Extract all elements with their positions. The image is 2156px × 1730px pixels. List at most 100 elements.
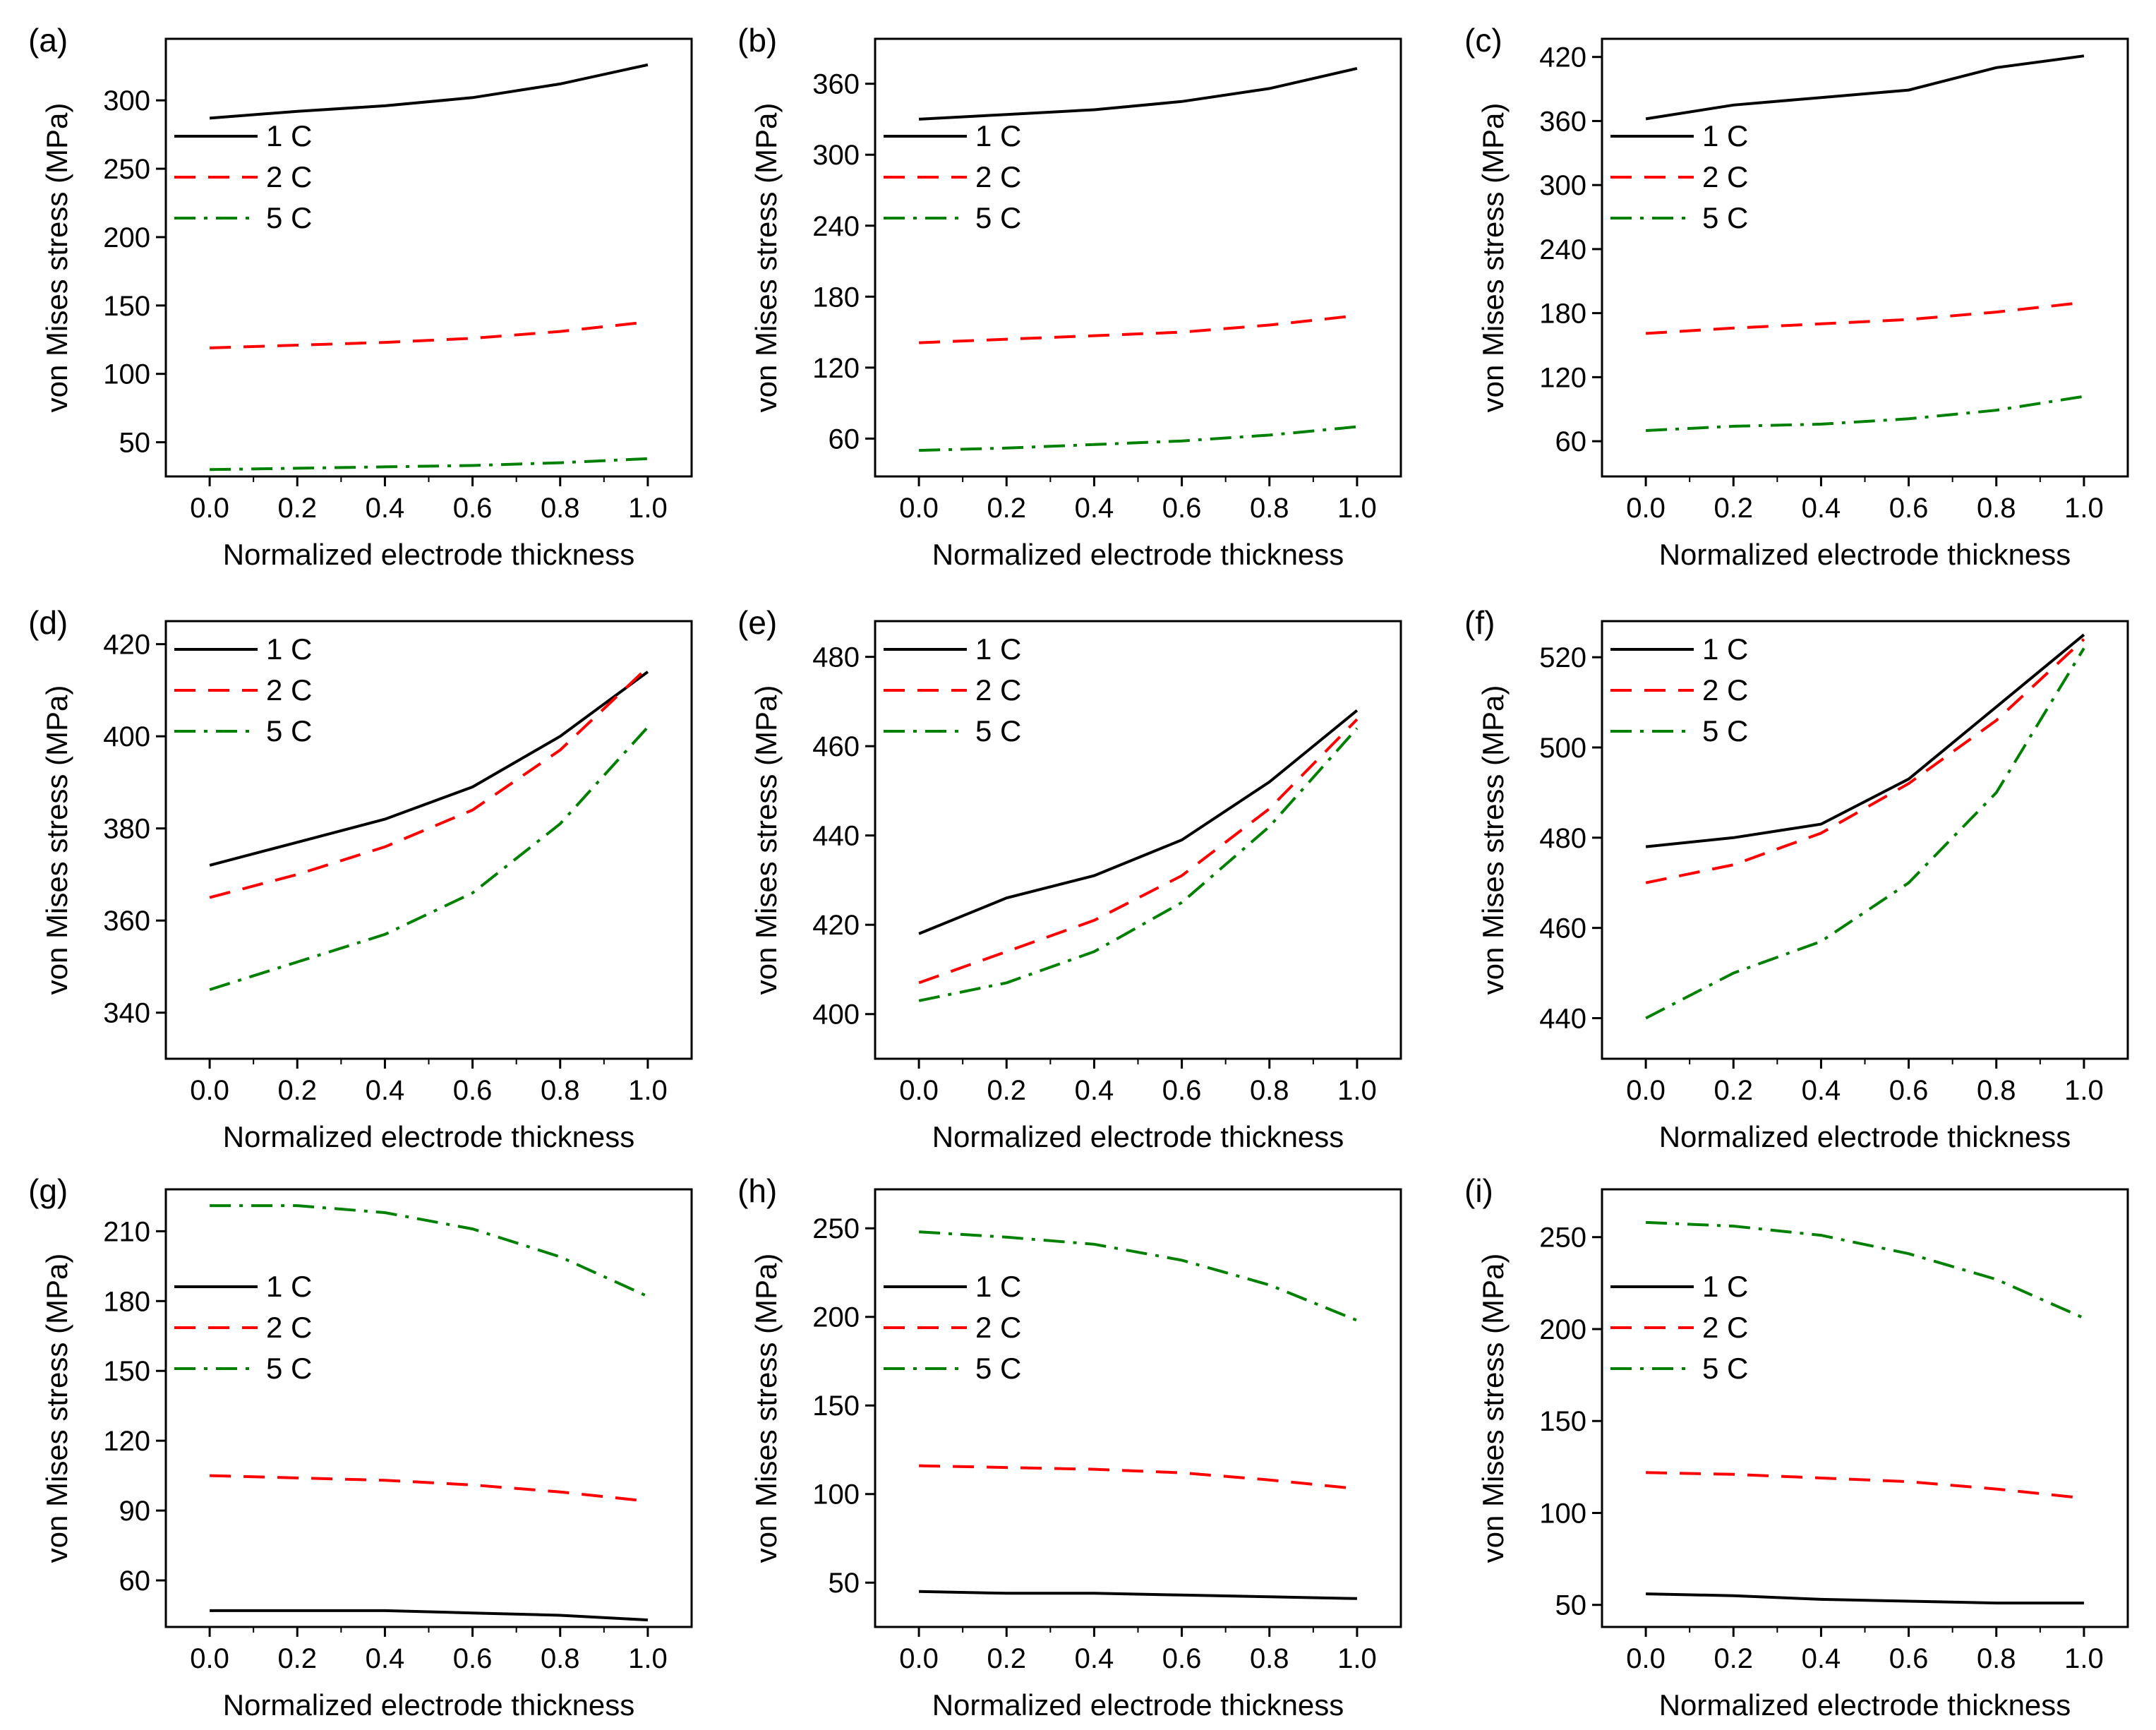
y-tick-label: 50 [119, 428, 151, 459]
series-line-1c [918, 709, 1359, 935]
y-axis-label: von Mises stress (MPa) [40, 1254, 73, 1563]
legend-label: 1 C [266, 632, 312, 666]
x-tick-label: 1.0 [2064, 493, 2104, 524]
y-axis-label: von Mises stress (MPa) [749, 685, 783, 995]
y-tick-label: 360 [812, 69, 860, 100]
panel-label: (h) [737, 1172, 777, 1209]
x-axis-label: Normalized electrode thickness [223, 538, 635, 571]
legend-label: 2 C [1702, 673, 1748, 707]
y-tick-label: 180 [1539, 299, 1586, 330]
series-line-5c [1646, 395, 2085, 432]
x-tick-label: 0.8 [541, 1643, 580, 1674]
y-tick-label: 150 [103, 291, 150, 322]
x-tick-label: 0.6 [1162, 1075, 1202, 1106]
legend-label: 1 C [975, 632, 1021, 666]
x-tick-label: 0.4 [1802, 1643, 1841, 1674]
x-tick-label: 1.0 [1337, 1643, 1377, 1674]
series-line-5c [210, 1204, 649, 1298]
x-tick-label: 1.0 [2064, 1643, 2104, 1674]
x-tick-label: 0.0 [1626, 1075, 1666, 1106]
x-tick-label: 0.6 [453, 493, 493, 524]
y-tick-label: 210 [103, 1216, 150, 1247]
y-tick-label: 480 [1539, 823, 1586, 854]
x-axis-label: Normalized electrode thickness [932, 1688, 1344, 1722]
x-tick-label: 0.2 [987, 1075, 1026, 1106]
legend-label: 5 C [266, 714, 312, 747]
y-tick-label: 420 [103, 630, 150, 661]
x-tick-label: 0.0 [190, 493, 229, 524]
x-tick-label: 0.0 [190, 1075, 229, 1106]
x-tick-label: 0.4 [1075, 1075, 1114, 1106]
series-line-2c [209, 666, 649, 899]
x-tick-label: 0.4 [1802, 493, 1841, 524]
panel-b: (b) 0.0 0.2 0.4 0.6 0.8 1.0 60 120 180 240 300 360 No… [737, 22, 1402, 571]
series-line-1c [1645, 633, 2085, 848]
y-tick-label: 460 [812, 731, 860, 762]
legend-label: 5 C [1702, 1352, 1748, 1385]
legend-label: 1 C [266, 119, 312, 152]
y-tick-label: 480 [812, 642, 860, 673]
y-tick-label: 440 [812, 821, 860, 852]
x-tick-label: 0.4 [1802, 1075, 1841, 1106]
series-line-5c [918, 727, 1359, 1002]
series-line-5c [209, 726, 649, 992]
legend-label: 5 C [1702, 201, 1748, 234]
legend-label: 2 C [266, 673, 312, 707]
x-tick-label: 0.0 [190, 1643, 229, 1674]
panel-label: (e) [737, 604, 777, 641]
x-tick-label: 0.2 [1714, 1643, 1753, 1674]
x-tick-label: 0.8 [1977, 493, 2016, 524]
y-tick-label: 100 [103, 359, 150, 390]
legend-label: 2 C [1702, 160, 1748, 193]
series-line-2c [919, 1464, 1358, 1491]
legend-label: 2 C [266, 1311, 312, 1344]
x-axis-label: Normalized electrode thickness [1659, 1120, 2071, 1153]
y-tick-label: 300 [812, 140, 860, 171]
legend-label: 1 C [1702, 119, 1748, 152]
x-tick-label: 0.6 [453, 1643, 493, 1674]
y-tick-label: 460 [1539, 913, 1586, 944]
x-tick-label: 0.6 [1162, 493, 1202, 524]
x-tick-label: 0.8 [541, 493, 580, 524]
panel-c: (c) 0.0 0.2 0.4 0.6 0.8 1.0 60 120 180 240 300 360 42… [1464, 22, 2129, 571]
x-tick-label: 0.0 [899, 1643, 939, 1674]
y-tick-label: 120 [1539, 362, 1586, 393]
legend-label: 5 C [1702, 714, 1748, 747]
panel-label: (c) [1464, 22, 1502, 59]
x-tick-label: 0.8 [1250, 1075, 1289, 1106]
x-tick-label: 0.2 [1714, 1075, 1753, 1106]
x-tick-label: 1.0 [1337, 1075, 1377, 1106]
panel-d: (d) 0.0 0.2 0.4 0.6 0.8 1.0 340 360 380 400 420 Norm… [28, 604, 693, 1153]
x-tick-label: 0.6 [1889, 493, 1929, 524]
y-tick-label: 180 [812, 282, 860, 313]
x-axis-label: Normalized electrode thickness [223, 1120, 635, 1153]
y-tick-label: 200 [1539, 1314, 1586, 1345]
series-line-1c [209, 63, 649, 120]
y-tick-label: 90 [119, 1496, 151, 1527]
x-axis-label: Normalized electrode thickness [1659, 538, 2071, 571]
legend-label: 1 C [266, 1270, 312, 1303]
x-tick-label: 0.4 [1075, 493, 1114, 524]
x-axis-label: Normalized electrode thickness [223, 1688, 635, 1722]
y-tick-label: 250 [1539, 1223, 1586, 1254]
x-tick-label: 0.0 [899, 1075, 939, 1106]
legend-label: 1 C [1702, 1270, 1748, 1303]
y-tick-label: 120 [812, 353, 860, 384]
series-line-5c [918, 1230, 1358, 1322]
y-tick-label: 50 [829, 1568, 860, 1599]
legend-label: 1 C [975, 1270, 1021, 1303]
y-tick-label: 100 [1539, 1498, 1586, 1529]
legend-label: 5 C [266, 201, 312, 234]
y-axis-label: von Mises stress (MPa) [1476, 103, 1510, 413]
series-line-2c [919, 314, 1358, 344]
series-line-5c [210, 457, 648, 471]
y-tick-label: 250 [812, 1213, 860, 1244]
y-axis-label: von Mises stress (MPa) [749, 103, 783, 413]
x-tick-label: 0.8 [1250, 493, 1289, 524]
legend-label: 2 C [975, 673, 1021, 707]
plot-frame [164, 620, 693, 1060]
series-line-1c [209, 671, 649, 867]
x-tick-label: 0.6 [1889, 1075, 1929, 1106]
plot-frame [164, 37, 693, 478]
